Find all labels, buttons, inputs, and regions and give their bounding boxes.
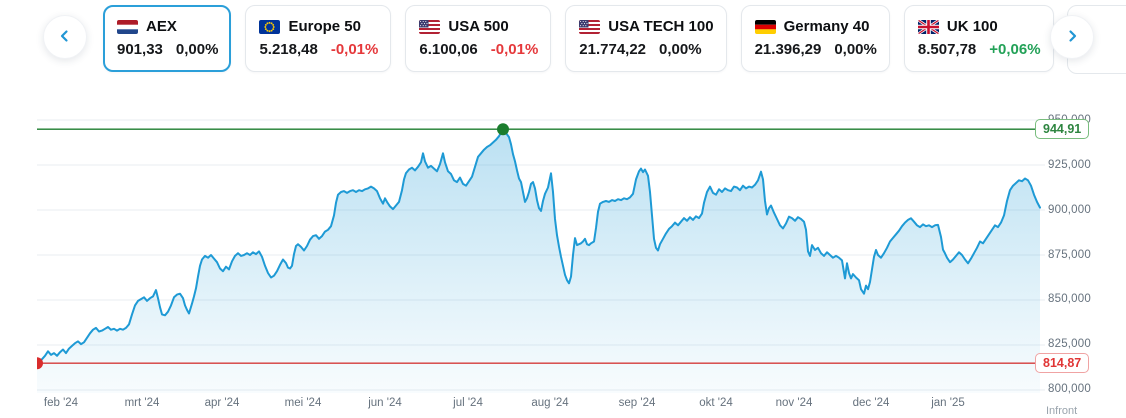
chevron-left-icon [58,29,72,46]
chevron-right-icon [1065,29,1079,46]
x-tick-label: sep '24 [618,397,656,409]
de-flag-icon [754,19,776,34]
x-tick-label: feb '24 [43,397,79,409]
index-name: Europe 50 [288,18,361,35]
index-change: -0,01% [490,41,539,58]
index-card-aex[interactable]: AEX 901,33 0,00% [103,5,232,72]
index-value: 6.100,06 [419,41,478,58]
x-tick-label: nov '24 [775,397,813,409]
index-change: -0,01% [330,41,379,58]
x-tick-label: mrt '24 [124,397,160,409]
index-name: Germany 40 [783,18,870,35]
index-name: AEX [146,18,177,35]
y-tick-label: 875,000 [1048,248,1091,261]
index-change: 0,00% [175,41,219,58]
y-tick-label: 925,000 [1048,158,1091,171]
eu-flag-icon [259,19,281,34]
x-tick-label: dec '24 [852,397,890,409]
y-tick-label: 825,000 [1048,338,1091,351]
us-flag-icon [419,19,441,34]
index-change: 0,00% [659,41,702,58]
index-name: UK 100 [946,18,998,35]
index-name: USA TECH 100 [608,18,714,35]
x-tick-label: aug '24 [531,397,569,409]
index-card-usa-tech-100[interactable]: USA TECH 100 21.774,22 0,00% [565,5,727,72]
index-card-list: AEX 901,33 0,00% Europe 50 5.218,48 -0,01% USA… [103,5,1054,72]
infront-watermark: Infront [1046,405,1078,417]
index-name: USA 500 [448,18,509,35]
index-value: 8.507,78 [917,41,977,58]
high-point-dot [497,123,509,136]
index-change: +0,06% [989,41,1041,58]
x-tick-label: apr '24 [204,397,240,409]
carousel-prev-button[interactable] [43,15,87,59]
x-tick-label: jan '25 [931,397,965,409]
index-value: 5.218,48 [259,41,318,58]
x-tick-label: jul '24 [453,397,483,409]
index-value: 901,33 [117,41,163,58]
high-marker-badge: 944,91 [1035,119,1090,139]
x-tick-label: jun '24 [368,397,402,409]
carousel-next-button[interactable] [1050,15,1094,59]
index-value: 21.396,29 [754,41,822,58]
index-value: 21.774,22 [579,41,647,58]
gb-flag-icon [917,19,939,34]
x-tick-label: okt '24 [699,397,733,409]
nl-flag-icon [117,19,138,34]
index-change: 0,00% [834,41,877,58]
y-tick-label: 850,000 [1048,293,1091,306]
index-card-usa-500[interactable]: USA 500 6.100,06 -0,01% [405,5,552,72]
y-tick-label: 900,000 [1048,203,1091,216]
y-tick-label: 800,000 [1048,383,1091,396]
chart-plot-area[interactable] [31,110,1045,393]
index-card-europe-50[interactable]: Europe 50 5.218,48 -0,01% [245,5,392,72]
index-card-uk-100[interactable]: UK 100 8.507,78 +0,06% [903,5,1054,72]
low-marker-badge: 814,87 [1035,353,1090,373]
index-card-germany-40[interactable]: Germany 40 21.396,29 0,00% [740,5,890,72]
x-tick-label: mei '24 [284,397,322,409]
us-flag-icon [579,19,601,34]
